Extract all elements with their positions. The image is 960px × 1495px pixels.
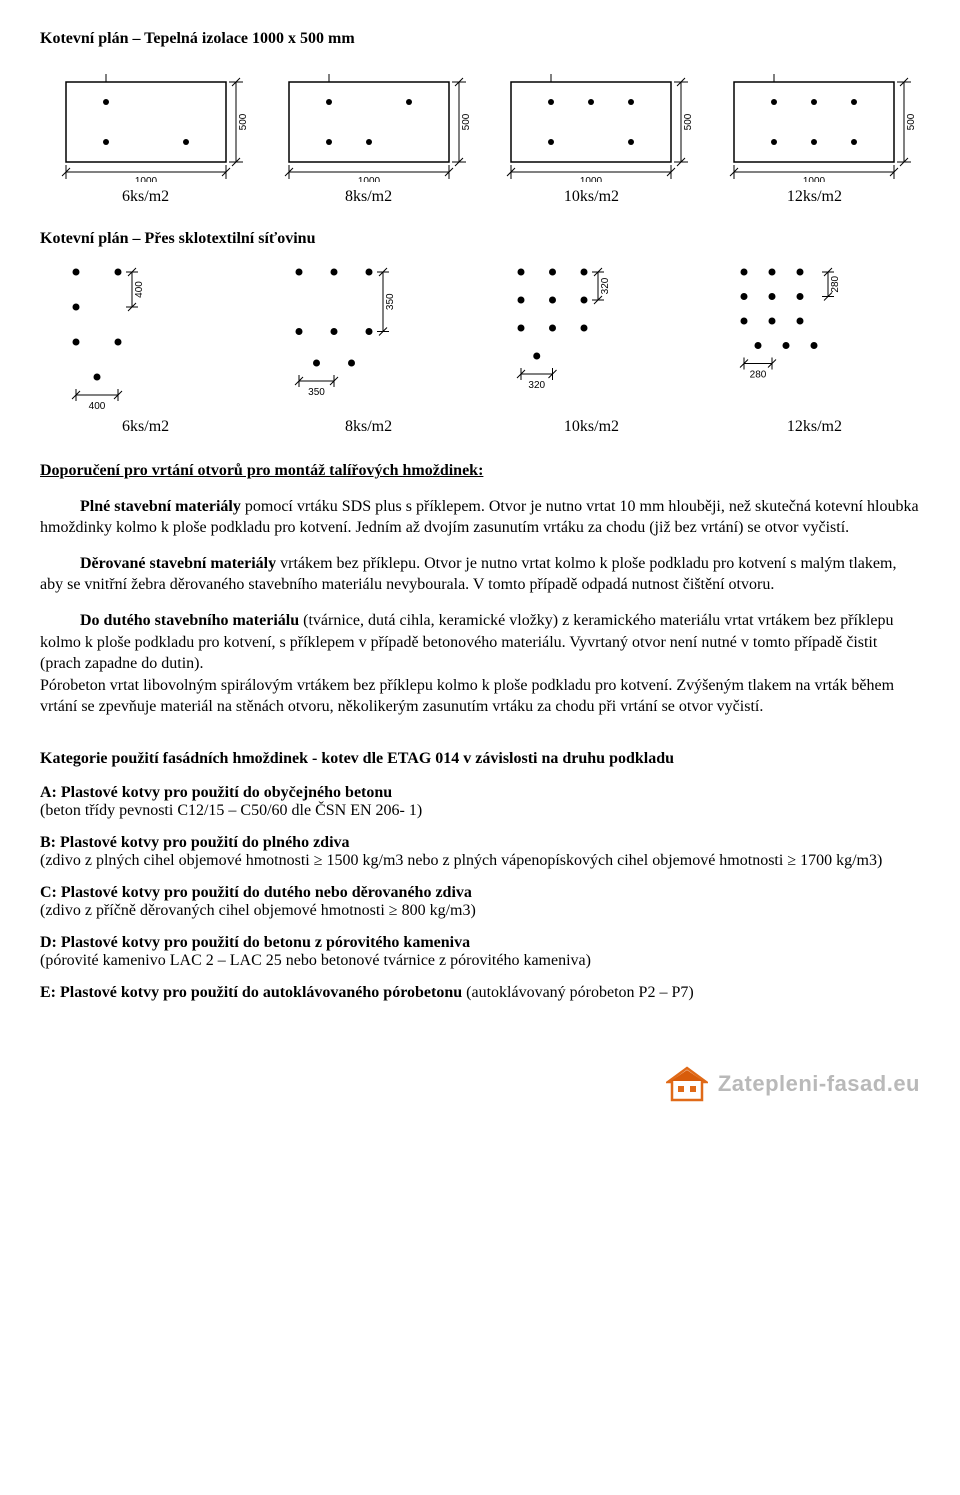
diagram-cell: 1000 500 — [709, 62, 920, 182]
svg-text:320: 320 — [529, 380, 546, 391]
para-plne: Plné stavební materiály pomocí vrtáku SD… — [40, 496, 920, 539]
caption-row-sitovina: 6ks/m2 8ks/m2 10ks/m2 12ks/m2 — [40, 418, 920, 436]
footer-logo: Zatepleni-fasad.eu — [666, 1066, 920, 1102]
caption-row-izolace: 6ks/m2 8ks/m2 10ks/m2 12ks/m2 — [40, 188, 920, 206]
para-dute-b: Pórobeton vrtat libovolným spirálovým vr… — [40, 675, 920, 718]
cat-heading: Kategorie použití fasádních hmoždinek - … — [40, 748, 920, 770]
category-block: A: Plastové kotvy pro použití do obyčejn… — [40, 784, 920, 820]
svg-text:1000: 1000 — [357, 176, 380, 182]
diagram-cell: 280 280 — [709, 262, 920, 412]
diagram-caption: 6ks/m2 — [40, 188, 251, 206]
svg-text:400: 400 — [88, 401, 105, 412]
category-desc: (pórovité kamenivo LAC 2 – LAC 25 nebo b… — [40, 952, 920, 970]
diagram-cell: 320 320 — [486, 262, 697, 412]
category-title: D: Plastové kotvy pro použití do betonu … — [40, 934, 920, 952]
categories-list: A: Plastové kotvy pro použití do obyčejn… — [40, 784, 920, 1002]
category-desc: (beton třídy pevnosti C12/15 – C50/60 dl… — [40, 802, 920, 820]
para-derovane-lead: Děrované stavební materiály — [80, 555, 276, 572]
svg-text:350: 350 — [385, 293, 396, 310]
diagram-caption: 10ks/m2 — [486, 188, 697, 206]
diagram-cell: 400 400 — [40, 262, 251, 412]
diagram-caption: 8ks/m2 — [263, 418, 474, 436]
diagram-cell: 1000 500 — [486, 62, 697, 182]
svg-text:320: 320 — [600, 277, 611, 294]
category-block: E: Plastové kotvy pro použití do autoklá… — [40, 984, 920, 1002]
category-title: B: Plastové kotvy pro použití do plného … — [40, 834, 920, 852]
diagram-caption: 10ks/m2 — [486, 418, 697, 436]
svg-text:500: 500 — [683, 113, 691, 130]
diagram-caption: 12ks/m2 — [709, 418, 920, 436]
svg-text:350: 350 — [308, 387, 325, 398]
para-derovane: Děrované stavební materiály vrtákem bez … — [40, 553, 920, 596]
diagram-cell: 350 350 — [263, 262, 474, 412]
svg-text:280: 280 — [750, 370, 767, 381]
diagram-caption: 6ks/m2 — [40, 418, 251, 436]
category-desc: (zdivo z příčně děrovaných cihel objemov… — [40, 902, 920, 920]
svg-text:400: 400 — [134, 281, 145, 298]
svg-text:500: 500 — [461, 113, 469, 130]
category-block: D: Plastové kotvy pro použití do betonu … — [40, 934, 920, 970]
diagram-row-izolace: 1000 500 1000 500 1000 500 10 — [40, 62, 920, 182]
category-title: C: Plastové kotvy pro použití do dutého … — [40, 884, 920, 902]
svg-text:1000: 1000 — [803, 176, 826, 182]
footer: Zatepleni-fasad.eu — [40, 1052, 920, 1102]
category-title: E: Plastové kotvy pro použití do autoklá… — [40, 984, 462, 1001]
para-dute: Do dutého stavebního materiálu (tvárnice… — [40, 610, 920, 675]
category-block: B: Plastové kotvy pro použití do plného … — [40, 834, 920, 870]
diagram-caption: 8ks/m2 — [263, 188, 474, 206]
category-desc: (zdivo z plných cihel objemové hmotnosti… — [40, 852, 920, 870]
category-desc: (autoklávovaný pórobeton P2 – P7) — [462, 984, 694, 1001]
category-block: C: Plastové kotvy pro použití do dutého … — [40, 884, 920, 920]
category-title: A: Plastové kotvy pro použití do obyčejn… — [40, 784, 920, 802]
diagram-cell: 1000 500 — [40, 62, 251, 182]
para-plne-lead: Plné stavební materiály — [80, 498, 241, 515]
svg-text:500: 500 — [906, 113, 914, 130]
title-kotevni-izolace: Kotevní plán – Tepelná izolace 1000 x 50… — [40, 30, 920, 48]
para-dute-lead: Do dutého stavebního materiálu — [80, 612, 299, 629]
diagram-row-sitovina: 400 400 350 350 320 — [40, 262, 920, 412]
title-kotevni-sitovina: Kotevní plán – Přes sklotextilní síťovin… — [40, 230, 920, 248]
svg-text:1000: 1000 — [580, 176, 603, 182]
house-icon — [666, 1066, 708, 1102]
svg-text:1000: 1000 — [134, 176, 157, 182]
diagram-caption: 12ks/m2 — [709, 188, 920, 206]
svg-text:280: 280 — [830, 275, 841, 292]
footer-text: Zatepleni-fasad.eu — [718, 1071, 920, 1097]
rec-title: Doporučení pro vrtání otvorů pro montáž … — [40, 460, 920, 482]
svg-text:500: 500 — [238, 113, 246, 130]
diagram-cell: 1000 500 — [263, 62, 474, 182]
